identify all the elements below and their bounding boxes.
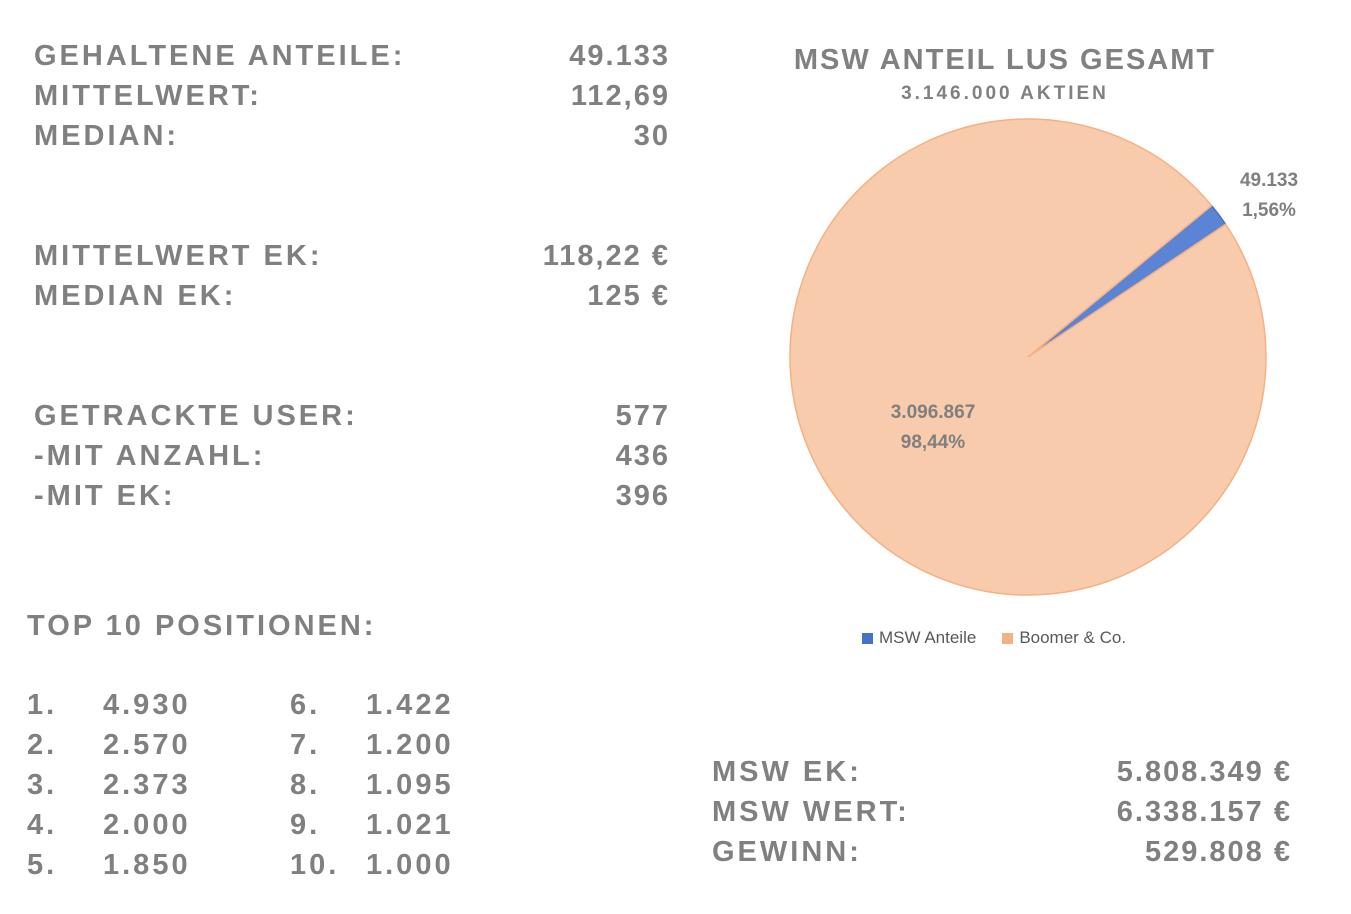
- top10-item: 5. 1.850: [27, 845, 188, 885]
- top10-rank: 1.: [27, 689, 58, 721]
- legend-swatch: [862, 632, 873, 644]
- top10-value: 1.200: [366, 729, 454, 761]
- top10-value: 1.021: [366, 809, 454, 841]
- stat-row-getrackte-user: GETRACKTE USER: 577: [34, 396, 670, 436]
- stat-row-mit-anzahl: -MIT ANZAHL: 436: [34, 436, 670, 476]
- top10-rank: 3.: [27, 769, 58, 801]
- summary-label: MSW WERT:: [712, 796, 910, 828]
- stat-value: 125 €: [587, 280, 670, 312]
- stat-label: -MIT ANZAHL:: [34, 440, 266, 472]
- top10-item: 9. 1.021: [290, 805, 451, 845]
- chart-title: MSW ANTEIL LUS GESAMT: [793, 44, 1217, 76]
- legend-label: Boomer & Co.: [1019, 628, 1127, 647]
- pie-data-label-value: 49.133: [1240, 170, 1298, 191]
- top10-item: 2. 2.570: [27, 725, 188, 765]
- summary-value: 529.808 €: [1144, 836, 1292, 868]
- top10-value: 1.095: [366, 769, 454, 801]
- pie-slice-boomer-co-: [789, 118, 1267, 596]
- stat-label: GETRACKTE USER:: [34, 400, 358, 432]
- top10-item: 4. 2.000: [27, 805, 188, 845]
- stat-value: 396: [615, 480, 670, 512]
- stat-label: -MIT EK:: [34, 480, 176, 512]
- pie-data-label-percent: 98,44%: [901, 432, 966, 453]
- summary-value: 5.808.349 €: [1116, 756, 1292, 788]
- top10-item: 3. 2.373: [27, 765, 188, 805]
- stat-row-mit-ek: -MIT EK: 396: [34, 476, 670, 516]
- top10-item: 10. 1.000: [290, 845, 451, 885]
- pie-data-label-percent: 1,56%: [1242, 200, 1296, 221]
- top10-rank: 9.: [290, 809, 321, 841]
- top10-value: 2.570: [103, 729, 191, 761]
- top10-title: TOP 10 POSITIONEN:: [27, 610, 377, 642]
- top10-rank: 4.: [27, 809, 58, 841]
- top10-value: 4.930: [103, 689, 191, 721]
- summary-label: GEWINN:: [712, 836, 862, 868]
- stat-value: 577: [615, 400, 670, 432]
- stat-value: 49.133: [569, 40, 670, 72]
- top10-rank: 6.: [290, 689, 321, 721]
- summary-row-gewinn: GEWINN: 529.808 €: [712, 832, 1292, 872]
- top10-rank: 8.: [290, 769, 321, 801]
- legend-swatch: [1002, 632, 1014, 644]
- stat-row-mittelwert: MITTELWERT: 112,69: [34, 76, 670, 116]
- top10-rank: 2.: [27, 729, 58, 761]
- stat-value: 436: [615, 440, 670, 472]
- top10-item: 7. 1.200: [290, 725, 451, 765]
- top10-value: 2.373: [103, 769, 191, 801]
- stat-value: 30: [633, 120, 670, 152]
- top10-value: 1.850: [103, 849, 191, 881]
- top10-rank: 5.: [27, 849, 58, 881]
- top10-item: 8. 1.095: [290, 765, 451, 805]
- stat-value: 118,22 €: [542, 240, 670, 272]
- top10-rank: 7.: [290, 729, 321, 761]
- stat-label: MITTELWERT:: [34, 80, 262, 112]
- top10-item: 1. 4.930: [27, 685, 188, 725]
- stat-row-gehaltene-anteile: GEHALTENE ANTEILE: 49.133: [34, 36, 670, 76]
- stat-label: GEHALTENE ANTEILE:: [34, 40, 406, 72]
- stat-value: 112,69: [570, 80, 670, 112]
- stat-label: MEDIAN:: [34, 120, 180, 152]
- chart-subtitle: 3.146.000 AKTIEN: [901, 83, 1109, 104]
- top10-value: 2.000: [103, 809, 191, 841]
- top10-value: 1.000: [366, 849, 454, 881]
- top10-rank: 10.: [290, 849, 340, 881]
- summary-row-msw-wert: MSW WERT: 6.338.157 €: [712, 792, 1292, 832]
- top10-value: 1.422: [366, 689, 454, 721]
- stat-label: MITTELWERT EK:: [34, 240, 323, 272]
- legend-item: Boomer & Co.: [1002, 628, 1126, 648]
- legend-item: MSW Anteile: [862, 628, 976, 648]
- stat-row-mittelwert-ek: MITTELWERT EK: 118,22 €: [34, 236, 670, 276]
- stat-row-median-ek: MEDIAN EK: 125 €: [34, 276, 670, 316]
- stat-label: MEDIAN EK:: [34, 280, 237, 312]
- legend-label: MSW Anteile: [879, 628, 977, 647]
- summary-value: 6.338.157 €: [1116, 796, 1292, 828]
- top10-item: 6. 1.422: [290, 685, 451, 725]
- pie-data-label-value: 3.096.867: [891, 402, 976, 423]
- chart-legend: MSW Anteile Boomer & Co.: [862, 628, 1126, 648]
- stat-row-median: MEDIAN: 30: [34, 116, 670, 156]
- summary-row-msw-ek: MSW EK: 5.808.349 €: [712, 752, 1292, 792]
- summary-label: MSW EK:: [712, 756, 862, 788]
